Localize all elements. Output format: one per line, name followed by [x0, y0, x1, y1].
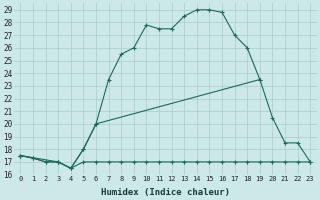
X-axis label: Humidex (Indice chaleur): Humidex (Indice chaleur) — [101, 188, 230, 197]
